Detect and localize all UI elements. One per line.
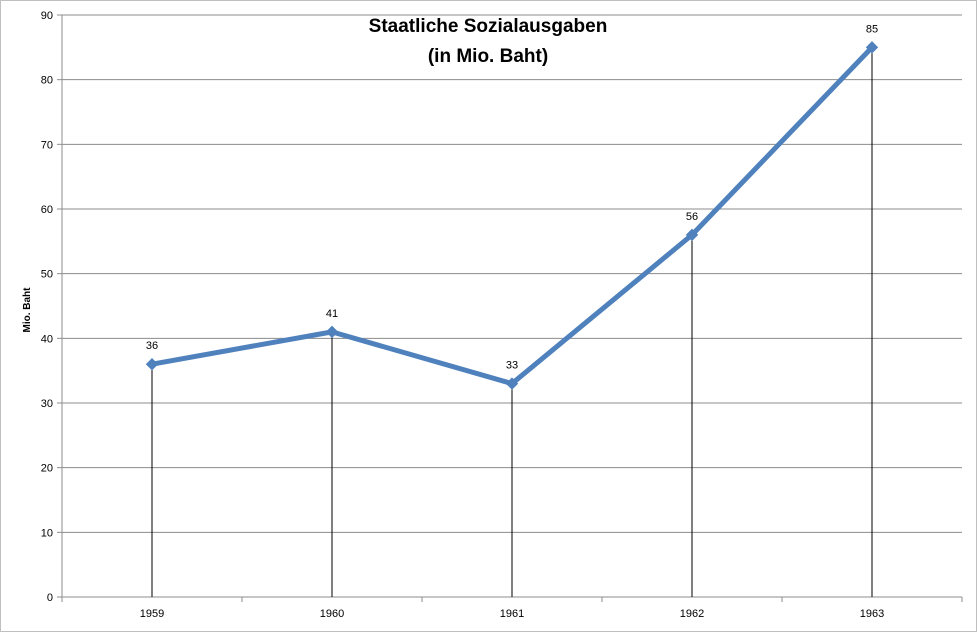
y-tick-label-40: 40	[41, 333, 53, 345]
y-tick-label-80: 80	[41, 75, 53, 87]
y-tick-label-0: 0	[47, 592, 53, 604]
x-tick-label-1963: 1963	[860, 608, 884, 620]
gridlines	[62, 14, 962, 533]
data-point-1961	[505, 377, 519, 390]
chart-title-line2: (in Mio. Baht)	[428, 46, 548, 67]
x-tick-labels: 1959 1960 1961 1962 1963	[140, 608, 884, 620]
data-label-1960: 41	[326, 308, 338, 320]
y-tick-label-60: 60	[41, 204, 53, 216]
y-axis-title: Mio. Baht	[22, 287, 33, 333]
data-point-1960	[325, 325, 339, 339]
y-tick-label-10: 10	[41, 527, 53, 539]
data-label-1961: 33	[506, 360, 518, 372]
drop-lines	[151, 47, 873, 597]
x-tick-label-1960: 1960	[320, 608, 344, 620]
y-tick-label-50: 50	[41, 269, 53, 281]
data-point-1963	[865, 41, 879, 54]
data-label-1959: 36	[146, 340, 158, 352]
y-tick-label-30: 30	[41, 398, 53, 410]
y-tick-label-70: 70	[41, 139, 53, 151]
y-tick-labels: 0 10 20 30 40 50 60 70 80 90	[41, 10, 53, 604]
x-tick-label-1961: 1961	[500, 608, 524, 620]
data-point-1962	[685, 228, 699, 242]
data-label-1962: 56	[686, 211, 698, 223]
data-markers	[145, 41, 879, 390]
x-tick-label-1962: 1962	[680, 608, 704, 620]
y-tick-label-90: 90	[41, 10, 53, 22]
y-tick-label-20: 20	[41, 463, 53, 475]
x-tick-label-1959: 1959	[140, 608, 164, 620]
chart-title-line1: Staatliche Sozialausgaben	[369, 16, 608, 37]
data-point-1959	[145, 357, 159, 371]
data-labels: 36 41 33 56 85	[146, 23, 878, 371]
data-label-1963: 85	[866, 23, 878, 35]
